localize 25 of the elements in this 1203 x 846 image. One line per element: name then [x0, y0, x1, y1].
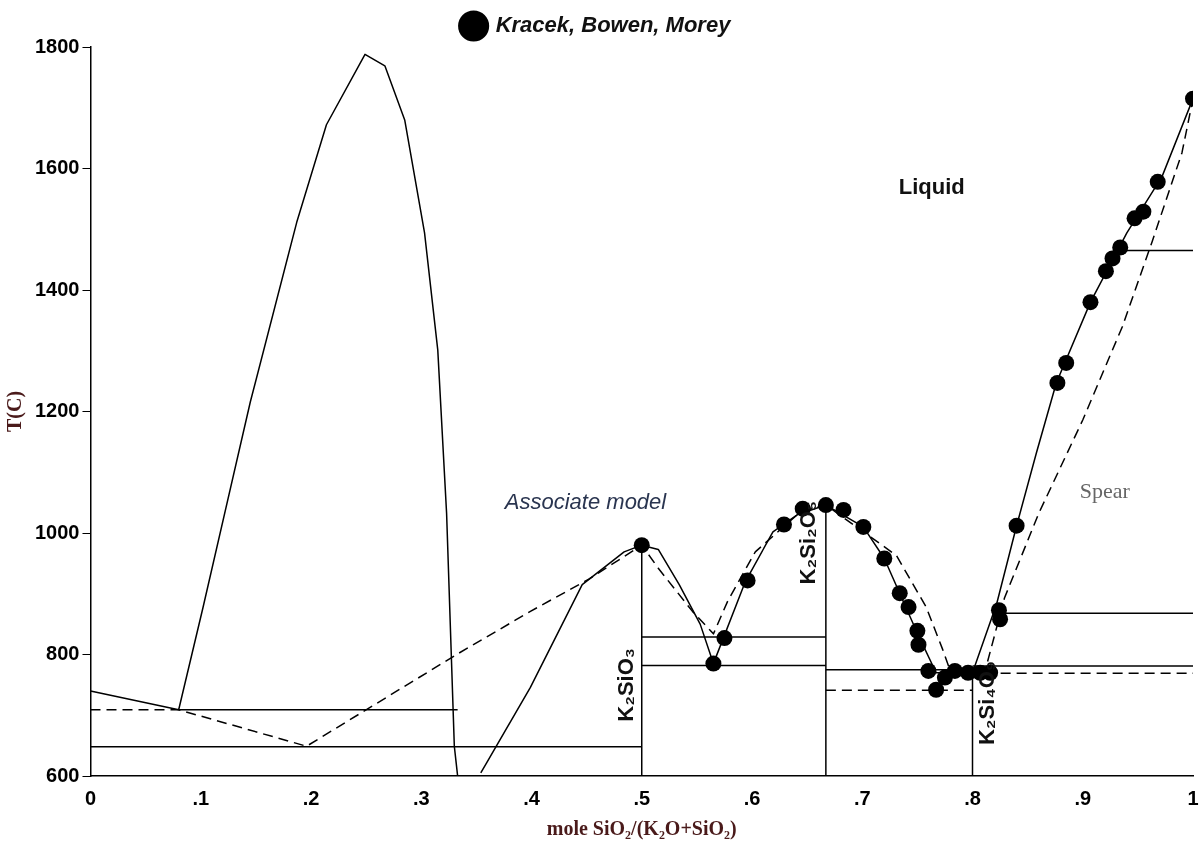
x-tick-label: .2 [302, 786, 320, 809]
x-tick-label: 0 [84, 786, 97, 809]
x-tick-label: .7 [853, 786, 871, 809]
x-tick-label: .9 [1074, 786, 1092, 809]
y-tick-label: 1000 [34, 520, 80, 543]
x-tick-label: .1 [192, 786, 210, 809]
x-tick-label: .3 [412, 786, 430, 809]
y-tick-label: 1600 [34, 156, 80, 179]
annotation: Associate model [502, 488, 668, 514]
legend-label: Kracek, Bowen, Morey [495, 12, 733, 38]
x-tick-label: .6 [743, 786, 761, 809]
y-tick-label: 800 [46, 642, 80, 665]
x-tick-label: .5 [633, 786, 651, 809]
x-tick-label: 1 [1187, 786, 1199, 809]
y-axis-title: T(C) [3, 390, 27, 433]
annotation: Spear [1079, 478, 1131, 504]
x-tick-label: .4 [523, 786, 541, 809]
y-tick-label: 600 [46, 763, 80, 786]
y-tick-label: 1400 [34, 277, 80, 300]
annotation: Liquid [898, 173, 965, 199]
x-axis-title: mole SiO₂/(K₂O+SiO₂) [546, 817, 737, 841]
x-tick-label: .8 [964, 786, 981, 809]
y-tick-label: 1200 [34, 399, 80, 422]
annotation: K₂SiO₃ [613, 648, 639, 722]
y-tick-label: 1800 [34, 34, 80, 57]
